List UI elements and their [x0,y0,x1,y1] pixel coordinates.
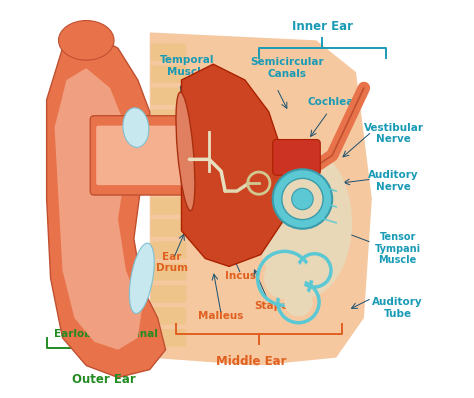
Text: Semicircular
Canals: Semicircular Canals [250,57,323,79]
FancyBboxPatch shape [96,126,183,185]
Polygon shape [182,64,284,266]
FancyBboxPatch shape [151,88,186,105]
Text: Tensor
Tympani
Muscle: Tensor Tympani Muscle [374,232,421,265]
Text: Inner Ear: Inner Ear [292,20,353,33]
Polygon shape [46,32,165,377]
FancyBboxPatch shape [151,197,186,215]
FancyBboxPatch shape [151,307,186,325]
Ellipse shape [123,108,149,147]
Polygon shape [55,68,142,350]
Circle shape [264,258,305,299]
FancyBboxPatch shape [151,285,186,302]
Text: Vestibular
Nerve: Vestibular Nerve [364,123,424,144]
Text: Cartilage: Cartilage [141,117,194,127]
FancyBboxPatch shape [151,153,186,171]
Text: Temporal
Muscle: Temporal Muscle [160,55,215,77]
FancyBboxPatch shape [151,66,186,83]
Text: Stapes: Stapes [255,301,295,311]
FancyBboxPatch shape [151,176,186,193]
FancyBboxPatch shape [151,219,186,237]
Circle shape [282,178,323,220]
Circle shape [284,288,313,316]
Text: Ear Canal: Ear Canal [102,329,158,339]
Circle shape [273,169,332,229]
Text: Malleus: Malleus [199,311,244,321]
FancyBboxPatch shape [273,140,320,175]
Text: Middle Ear: Middle Ear [216,355,286,368]
FancyBboxPatch shape [151,43,186,61]
Text: Earlobe: Earlobe [54,329,99,339]
Circle shape [292,188,313,210]
FancyBboxPatch shape [90,116,190,195]
Text: Auditory
Tube: Auditory Tube [372,297,423,319]
Ellipse shape [129,243,154,314]
Text: Cochlea: Cochlea [307,97,354,107]
Text: Ear
Drum: Ear Drum [155,252,188,273]
FancyBboxPatch shape [151,241,186,259]
Ellipse shape [176,92,195,211]
Text: Auditory
Nerve: Auditory Nerve [368,170,419,192]
FancyBboxPatch shape [151,131,186,149]
Circle shape [304,260,325,281]
FancyBboxPatch shape [151,263,186,281]
FancyBboxPatch shape [151,109,186,127]
FancyBboxPatch shape [151,329,186,347]
Ellipse shape [58,21,114,60]
Text: Incus: Incus [226,271,256,281]
Ellipse shape [257,147,352,298]
Text: Outer Ear: Outer Ear [72,373,136,386]
Polygon shape [150,32,372,366]
